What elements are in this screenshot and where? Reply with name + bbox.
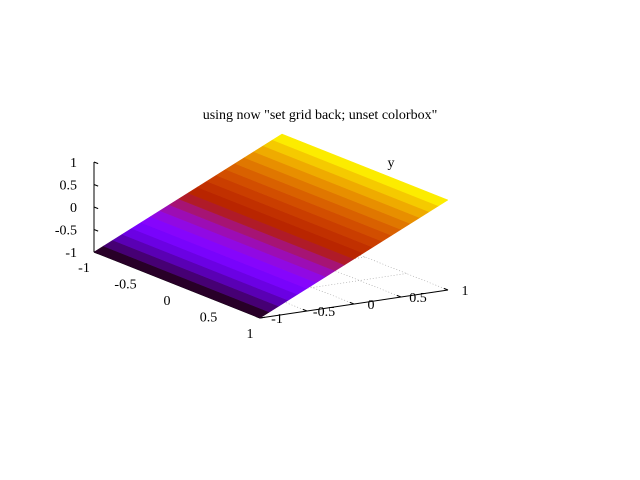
x-tick-label: -1 <box>78 261 90 276</box>
x-tick-label: -0.5 <box>114 278 136 293</box>
y-tick-mark <box>349 301 355 305</box>
tick-labels: -1 -0.5 0 0.5 1 -1 -0.5 0 0.5 1 -1 -0.5 0 0.5 1 <box>55 156 469 342</box>
z-tick-mark <box>93 206 99 210</box>
y-tick-label: -1 <box>271 312 283 327</box>
y-tick-label: 1 <box>462 284 469 299</box>
y-tick-label: -0.5 <box>313 305 335 320</box>
z-tick-mark <box>93 161 99 165</box>
y-tick-mark <box>443 287 449 291</box>
z-tick-label: -1 <box>65 246 77 261</box>
z-tick-label: 0.5 <box>60 179 78 194</box>
x-tick-label: 0.5 <box>200 311 218 326</box>
y-tick-label: 0 <box>368 298 375 313</box>
surface-band <box>272 133 449 207</box>
x-tick-mark <box>259 316 265 319</box>
z-tick-mark <box>93 229 99 232</box>
y-tick-mark <box>396 294 402 298</box>
chart-title: using now "set grid back; unset colorbox… <box>203 108 438 123</box>
z-tick-label: 1 <box>70 156 77 171</box>
z-tick-label: 0 <box>70 201 77 216</box>
y-axis-label: y <box>388 156 395 171</box>
z-tick-mark <box>93 184 99 187</box>
x-tick-label: 0 <box>164 294 171 309</box>
y-tick-mark <box>302 308 308 312</box>
x-tick-label: 1 <box>247 327 254 342</box>
y-tick-label: 0.5 <box>409 291 427 306</box>
surface <box>93 133 449 319</box>
z-tick-label: -0.5 <box>55 224 77 239</box>
